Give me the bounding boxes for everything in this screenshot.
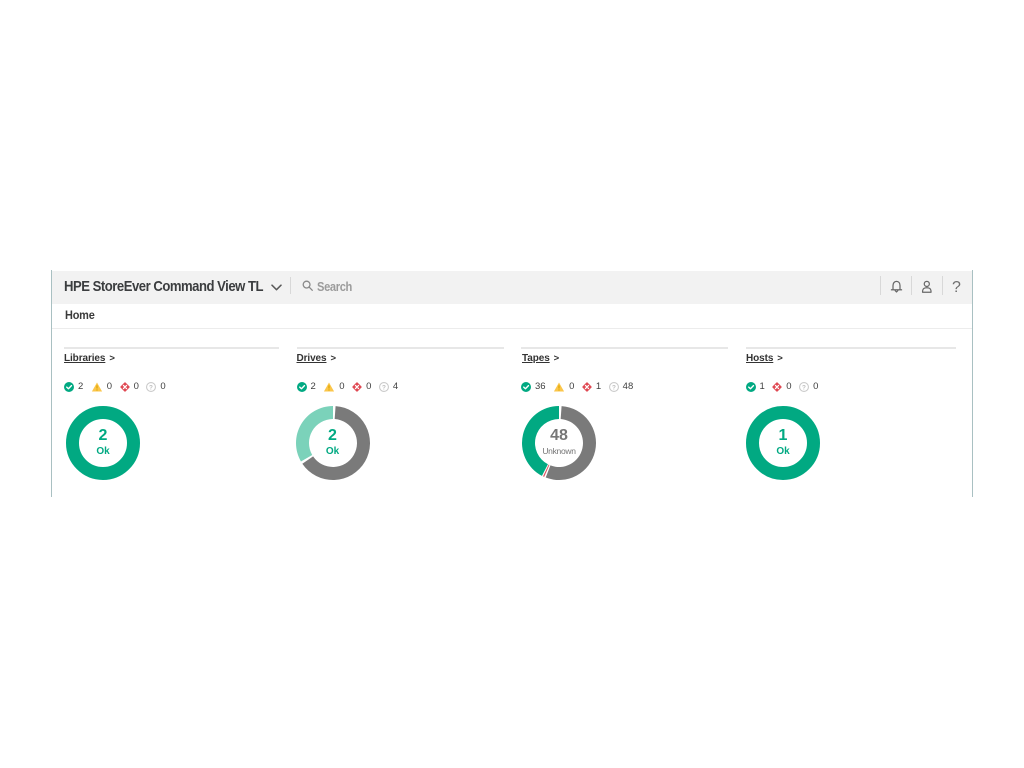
svg-text:?: ?	[149, 384, 153, 391]
svg-text:?: ?	[612, 384, 616, 391]
svg-text:?: ?	[802, 384, 806, 391]
svg-text:?: ?	[382, 384, 386, 391]
